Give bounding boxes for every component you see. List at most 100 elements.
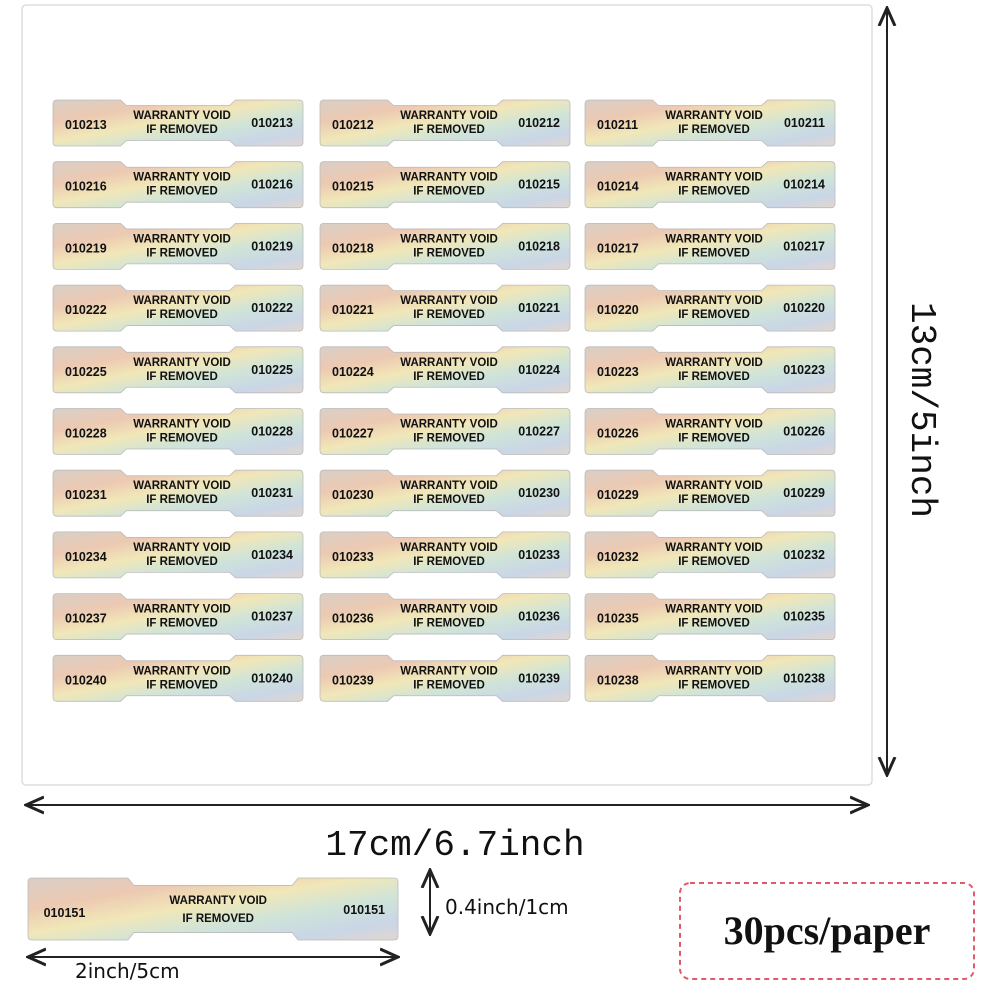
serial-right: 010211 [784, 116, 825, 130]
sticker: 010222 010222 WARRANTY VOID IF REMOVED [52, 284, 304, 332]
serial-right: 010234 [251, 548, 293, 562]
warning-line1: WARRANTY VOID [665, 357, 763, 369]
warning-line1: WARRANTY VOID [400, 172, 498, 184]
sticker: 010216 010216 WARRANTY VOID IF REMOVED [52, 161, 304, 209]
sticker: 010231 010231 WARRANTY VOID IF REMOVED [52, 469, 304, 517]
sticker-body [319, 593, 571, 640]
serial-left: 010151 [44, 906, 86, 920]
serial-left: 010232 [597, 550, 639, 564]
warning-line2: IF REMOVED [413, 124, 485, 136]
serial-right: 010233 [518, 548, 560, 562]
warning-line1: WARRANTY VOID [133, 419, 231, 431]
sticker-body [319, 284, 571, 332]
serial-right: 010224 [518, 363, 560, 377]
sticker: 010217 010217 WARRANTY VOID IF REMOVED [584, 223, 836, 270]
sticker-body [52, 531, 304, 579]
sticker: 010214 010214 WARRANTY VOID IF REMOVED [584, 161, 836, 209]
sticker-body [52, 593, 304, 640]
warning-line1: WARRANTY VOID [400, 419, 498, 431]
sticker: 010238 010238 WARRANTY VOID IF REMOVED [584, 654, 836, 702]
sticker: 010235 010235 WARRANTY VOID IF REMOVED [584, 593, 836, 640]
serial-left: 010220 [597, 303, 639, 317]
serial-right: 010219 [251, 239, 293, 253]
warning-line1: WARRANTY VOID [133, 665, 231, 677]
sticker-body [319, 161, 571, 209]
warning-line1: WARRANTY VOID [665, 172, 763, 184]
sticker: 010234 010234 WARRANTY VOID IF REMOVED [52, 531, 304, 579]
sticker-body [52, 99, 304, 147]
serial-right: 010218 [518, 239, 560, 253]
sticker: 010220 010220 WARRANTY VOID IF REMOVED [584, 284, 836, 332]
serial-left: 010224 [332, 365, 374, 379]
serial-left: 010228 [65, 427, 107, 441]
serial-left: 010214 [597, 180, 639, 194]
sticker: 010218 010218 WARRANTY VOID IF REMOVED [319, 223, 571, 270]
sticker: 010230 010230 WARRANTY VOID IF REMOVED [319, 469, 571, 517]
serial-left: 010219 [65, 241, 107, 255]
warning-line1: WARRANTY VOID [400, 665, 498, 677]
warning-line2: IF REMOVED [678, 433, 750, 445]
serial-right: 010229 [783, 486, 825, 500]
serial-right: 010228 [251, 425, 293, 439]
serial-left: 010221 [332, 303, 374, 317]
sticker: 010213 010213 WARRANTY VOID IF REMOVED [52, 99, 304, 147]
warning-line2: IF REMOVED [146, 433, 218, 445]
warning-line1: WARRANTY VOID [400, 233, 498, 245]
warning-line2: IF REMOVED [182, 913, 254, 925]
sticker-body [319, 99, 571, 147]
serial-right: 010225 [251, 363, 293, 377]
sticker: 010228 010228 WARRANTY VOID IF REMOVED [52, 408, 304, 455]
sticker: 010232 010232 WARRANTY VOID IF REMOVED [584, 531, 836, 579]
sticker-body [584, 593, 836, 640]
warning-line2: IF REMOVED [413, 433, 485, 445]
sticker-body [52, 654, 304, 702]
serial-left: 010225 [65, 365, 107, 379]
serial-left: 010234 [65, 550, 107, 564]
serial-left: 010240 [65, 673, 107, 687]
sticker: 010221 010221 WARRANTY VOID IF REMOVED [319, 284, 571, 332]
warning-line2: IF REMOVED [678, 371, 750, 383]
warning-line1: WARRANTY VOID [665, 110, 763, 122]
warning-line1: WARRANTY VOID [400, 110, 498, 122]
serial-left: 010215 [332, 180, 374, 194]
sticker-body [52, 408, 304, 455]
warning-line1: WARRANTY VOID [133, 110, 231, 122]
serial-right: 010236 [518, 610, 560, 624]
serial-left: 010217 [597, 241, 639, 255]
serial-left: 010216 [65, 180, 107, 194]
serial-left: 010239 [332, 673, 374, 687]
serial-left: 010223 [597, 365, 639, 379]
sticker-body [52, 223, 304, 270]
serial-right: 010223 [783, 363, 825, 377]
sticker-body [584, 346, 836, 394]
serial-left: 010213 [65, 118, 107, 132]
warning-line1: WARRANTY VOID [133, 542, 231, 554]
sticker-body [52, 346, 304, 394]
sticker-body [584, 408, 836, 455]
sticker: 010151 010151 WARRANTY VOID IF REMOVED [27, 877, 399, 941]
warning-line2: IF REMOVED [146, 371, 218, 383]
warning-line1: WARRANTY VOID [400, 542, 498, 554]
sticker: 010211 010211 WARRANTY VOID IF REMOVED [584, 99, 836, 147]
warning-line1: WARRANTY VOID [133, 233, 231, 245]
warning-line1: WARRANTY VOID [665, 480, 763, 492]
serial-right: 010215 [518, 178, 560, 192]
serial-left: 010233 [332, 550, 374, 564]
sticker-body [319, 469, 571, 517]
sample-width: 2inch/5cm [75, 959, 180, 983]
serial-left: 010218 [332, 241, 374, 255]
warning-line1: WARRANTY VOID [400, 604, 498, 616]
warning-line1: WARRANTY VOID [169, 895, 267, 907]
serial-left: 010235 [597, 612, 639, 626]
sticker: 010233 010233 WARRANTY VOID IF REMOVED [319, 531, 571, 579]
serial-left: 010227 [332, 427, 374, 441]
serial-right: 010212 [518, 116, 560, 130]
sticker: 010227 010227 WARRANTY VOID IF REMOVED [319, 408, 571, 455]
sticker-body [319, 654, 571, 702]
sticker-body [584, 223, 836, 270]
warning-line2: IF REMOVED [678, 494, 750, 506]
warning-line2: IF REMOVED [146, 556, 218, 568]
sticker: 010229 010229 WARRANTY VOID IF REMOVED [584, 469, 836, 517]
